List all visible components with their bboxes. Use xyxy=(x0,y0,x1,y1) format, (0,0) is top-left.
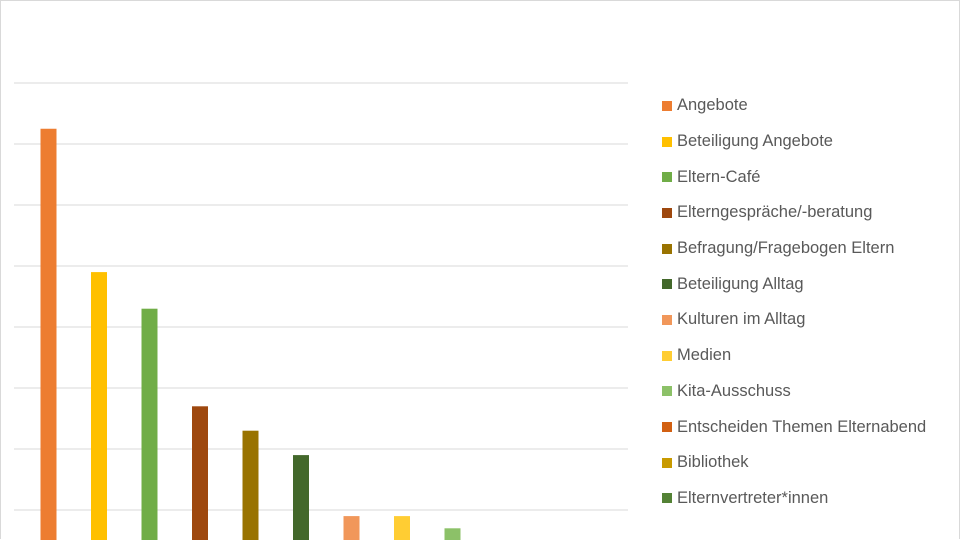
gridlines xyxy=(14,82,628,511)
bar-5 xyxy=(242,430,259,540)
bar-7 xyxy=(343,516,360,540)
legend-swatch xyxy=(662,100,672,111)
legend-item: Medien xyxy=(662,338,926,374)
legend-label: Eltern-Café xyxy=(677,167,761,186)
legend-swatch xyxy=(662,457,672,468)
legend-label: Beteiligung Angebote xyxy=(677,132,833,151)
legend-label: Angebote xyxy=(677,96,748,115)
legend-label: Befragung/Fragebogen Eltern xyxy=(677,239,895,258)
legend-item: Elternvertreter*innen xyxy=(662,481,926,517)
legend-label: Beteiligung Alltag xyxy=(677,274,804,293)
legend-item: Beteiligung Angebote xyxy=(662,124,926,160)
legend-label: Kulturen im Alltag xyxy=(677,310,806,329)
legend-label: Bibliothek xyxy=(677,453,749,472)
bars xyxy=(40,128,461,540)
legend-swatch xyxy=(662,172,672,183)
legend-swatch xyxy=(662,314,672,325)
legend-swatch xyxy=(662,136,672,147)
legend-swatch xyxy=(662,279,672,290)
bar-4 xyxy=(192,406,208,540)
legend-swatch xyxy=(662,243,672,254)
bar-1 xyxy=(40,128,57,540)
legend-item: Beteiligung Alltag xyxy=(662,266,926,302)
legend-item: Eltern-Café xyxy=(662,159,926,195)
legend-label: Kita-Ausschuss xyxy=(677,381,791,400)
legend-item: Angebote xyxy=(662,88,926,124)
legend-item: Bibliothek xyxy=(662,445,926,481)
legend-label: Elternvertreter*innen xyxy=(677,488,829,507)
bar-6 xyxy=(293,455,309,540)
bar-3 xyxy=(141,308,158,540)
bar-9 xyxy=(444,528,461,540)
legend: Angebote Beteiligung Angebote Eltern-Café E… xyxy=(662,88,926,516)
legend-item: Befragung/Fragebogen Eltern xyxy=(662,231,926,267)
legend-label: Medien xyxy=(677,346,732,365)
legend-label: Elterngespräche/-beratung xyxy=(677,203,873,222)
legend-swatch xyxy=(662,350,672,361)
legend-item: Kulturen im Alltag xyxy=(662,302,926,338)
bar-8 xyxy=(394,516,410,540)
legend-label: Entscheiden Themen Elternabend xyxy=(677,417,927,436)
legend-swatch xyxy=(662,422,672,433)
legend-item: Entscheiden Themen Elternabend xyxy=(662,409,926,445)
legend-item: Kita-Ausschuss xyxy=(662,374,926,410)
legend-swatch xyxy=(662,493,672,504)
legend-swatch xyxy=(662,207,672,218)
bar-2 xyxy=(91,272,107,540)
legend-swatch xyxy=(662,386,672,397)
legend-item: Elterngespräche/-beratung xyxy=(662,195,926,231)
